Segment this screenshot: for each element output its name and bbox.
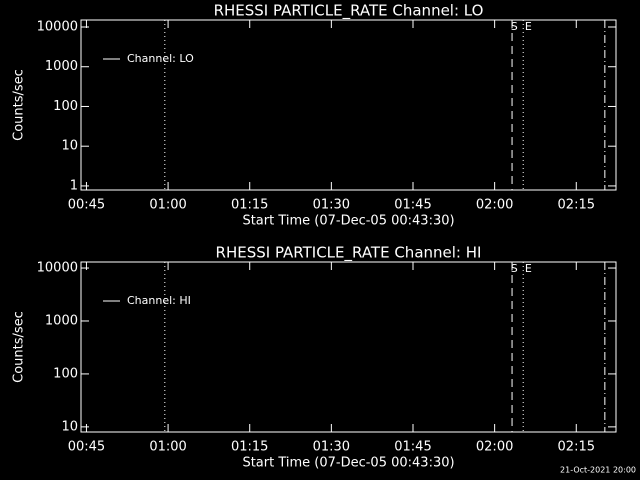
x-tick-label: 01:15 [231, 198, 268, 213]
x-tick-label: 01:30 [313, 440, 350, 455]
plot-frame [80, 261, 617, 433]
x-tick-label: 02:00 [476, 198, 513, 213]
x-tick-label: 01:00 [149, 198, 186, 213]
x-tick-label: 01:45 [394, 198, 431, 213]
y-tick-label: 10000 [37, 261, 78, 276]
y-axis-label: Counts/sec [12, 69, 27, 141]
x-tick-label: 01:15 [231, 440, 268, 455]
x-tick-label: 01:45 [394, 440, 431, 455]
x-axis-label: Start Time (07-Dec-05 00:43:30) [242, 456, 454, 471]
event-label: E [525, 262, 532, 275]
y-tick-label: 1000 [45, 59, 78, 74]
x-tick-label: 00:45 [68, 198, 105, 213]
plot-frame [80, 19, 617, 191]
x-tick-label: 02:15 [558, 440, 595, 455]
footer: 21-Oct-2021 20:00 [560, 466, 636, 475]
chart-title: RHESSI PARTICLE_RATE Channel: HI [216, 244, 482, 263]
x-tick-label: 00:45 [68, 440, 105, 455]
y-tick-label: 10000 [37, 19, 78, 34]
event-label: S [511, 20, 518, 33]
x-axis-label: Start Time (07-Dec-05 00:43:30) [242, 214, 454, 229]
y-axis-label: Counts/sec [12, 311, 27, 383]
event-label: E [525, 20, 532, 33]
x-tick-label: 02:00 [476, 440, 513, 455]
y-tick-label: 10 [61, 139, 78, 154]
y-tick-label: 10 [61, 419, 78, 434]
y-tick-label: 100 [53, 99, 78, 114]
x-tick-label: 01:00 [149, 440, 186, 455]
y-tick-label: 100 [53, 366, 78, 381]
legend-label: Channel: HI [127, 294, 191, 307]
y-tick-label: 1 [70, 178, 78, 193]
legend-label: Channel: LO [127, 52, 194, 65]
chart-title: RHESSI PARTICLE_RATE Channel: LO [214, 2, 484, 21]
event-label: S [511, 262, 518, 275]
x-tick-label: 02:15 [558, 198, 595, 213]
y-tick-label: 1000 [45, 313, 78, 328]
x-tick-label: 01:30 [313, 198, 350, 213]
